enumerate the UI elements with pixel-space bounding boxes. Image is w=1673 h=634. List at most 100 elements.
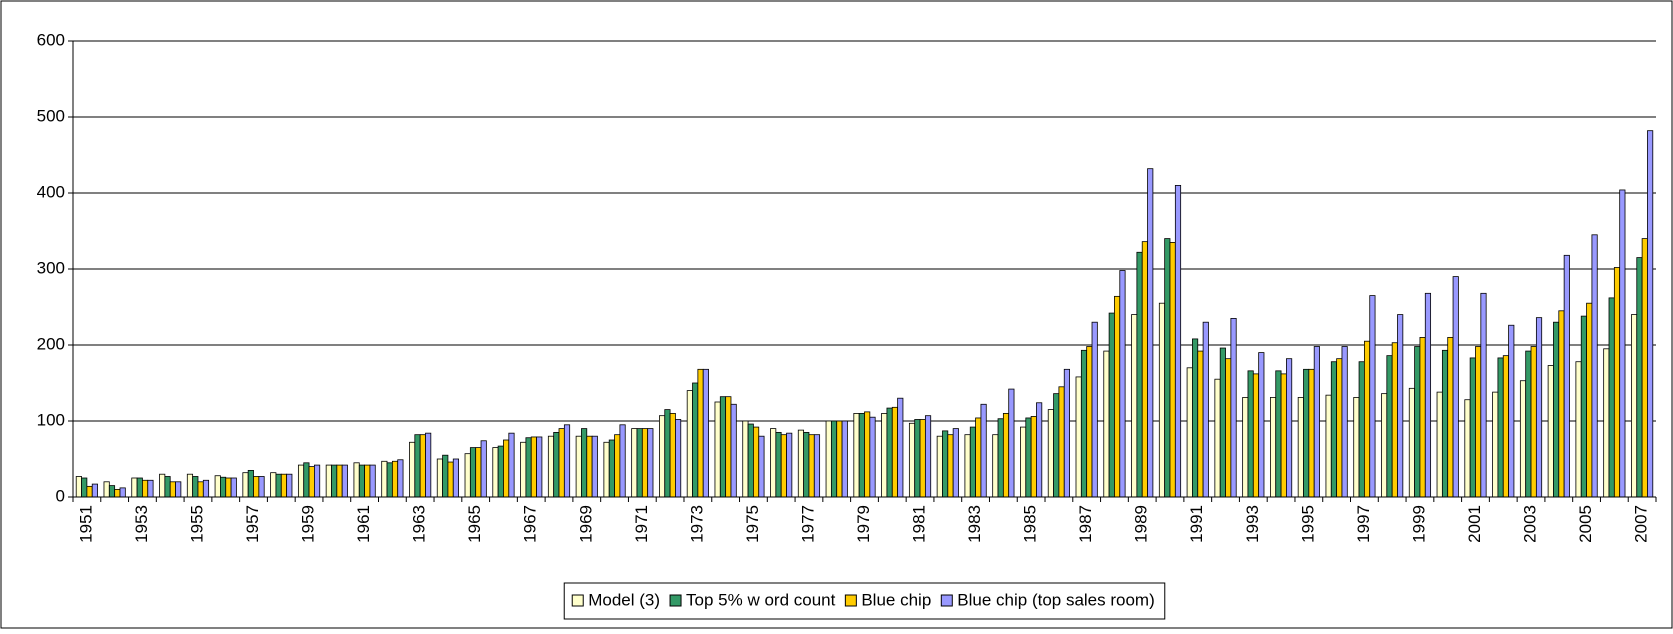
bar [508, 432, 515, 498]
bar [1252, 373, 1260, 498]
bar [1575, 361, 1582, 498]
x-tick-label: 1995 [1298, 505, 1317, 543]
bar [381, 460, 388, 498]
bar [1158, 302, 1166, 498]
bar [442, 454, 449, 498]
bar [1086, 346, 1093, 498]
x-tick-label: 1977 [798, 505, 817, 543]
bar [692, 382, 699, 498]
legend-swatch [940, 594, 953, 607]
legend-label: Blue chip [861, 590, 931, 609]
bar [364, 464, 371, 498]
bar [1275, 370, 1282, 498]
bar [452, 458, 460, 498]
bar [702, 368, 709, 498]
bar [186, 473, 194, 498]
bar [603, 441, 610, 498]
bar [331, 464, 338, 498]
bar [353, 462, 360, 498]
bar [864, 411, 871, 498]
bar [1535, 317, 1543, 498]
x-tick-label: 1997 [1354, 505, 1373, 543]
bar [1080, 349, 1088, 498]
bar [1063, 368, 1070, 498]
bar [669, 412, 676, 498]
bar [492, 447, 499, 498]
bar [980, 403, 987, 498]
bar [803, 431, 810, 498]
bar [419, 434, 426, 498]
bar [386, 462, 393, 498]
bar [1219, 347, 1226, 498]
bar [242, 472, 249, 498]
bar [425, 432, 432, 498]
bar [614, 434, 621, 498]
bar [1325, 394, 1332, 498]
bar [1330, 361, 1338, 498]
bar [664, 409, 671, 498]
bar [202, 479, 210, 498]
bar [714, 401, 721, 498]
bar [447, 461, 454, 498]
bar [697, 368, 704, 498]
bar [247, 469, 254, 498]
bar [103, 481, 110, 498]
bar [341, 464, 348, 498]
bar [164, 476, 171, 498]
bar [719, 396, 727, 498]
bar [503, 439, 510, 498]
bar [1030, 416, 1037, 498]
bar [1397, 314, 1404, 498]
bar [436, 458, 443, 498]
bar [1136, 251, 1143, 498]
bar [1147, 168, 1154, 498]
bar [169, 481, 176, 498]
bar [275, 473, 282, 498]
bar [1464, 399, 1471, 498]
bar [1497, 357, 1504, 498]
bar [914, 419, 921, 498]
bar [325, 464, 332, 498]
bar [1214, 378, 1221, 498]
bar [1386, 355, 1393, 498]
bar [1480, 292, 1487, 498]
bar [86, 485, 93, 498]
bar [1258, 352, 1265, 498]
bar [575, 435, 582, 498]
bar [1286, 358, 1293, 498]
bar [1436, 391, 1443, 498]
bar [1230, 317, 1237, 498]
bar [1447, 336, 1454, 498]
bar [1525, 350, 1532, 498]
bar [142, 479, 149, 498]
bar [1553, 321, 1560, 498]
bar [91, 483, 98, 498]
bar [75, 476, 82, 498]
legend-box [563, 582, 1166, 620]
bar [1363, 340, 1371, 498]
bar [563, 424, 571, 498]
x-tick-label: 2003 [1521, 505, 1540, 543]
bar [992, 434, 999, 498]
bar [81, 477, 88, 498]
x-tick-label: 2007 [1632, 505, 1651, 543]
bar [525, 437, 532, 498]
bar [131, 477, 138, 498]
bar [1647, 130, 1654, 498]
bar [270, 472, 277, 498]
bar [175, 481, 182, 498]
bar [547, 435, 555, 498]
bar [1519, 380, 1527, 498]
bar [1492, 391, 1499, 498]
bar [464, 453, 471, 498]
bar [881, 412, 888, 498]
bar [397, 459, 404, 498]
bar [114, 488, 121, 498]
bar [1036, 402, 1043, 498]
bar [147, 479, 154, 498]
bar [1419, 336, 1426, 498]
bar [586, 435, 593, 498]
bar [230, 477, 237, 498]
legend-label: Model (3) [588, 590, 660, 609]
